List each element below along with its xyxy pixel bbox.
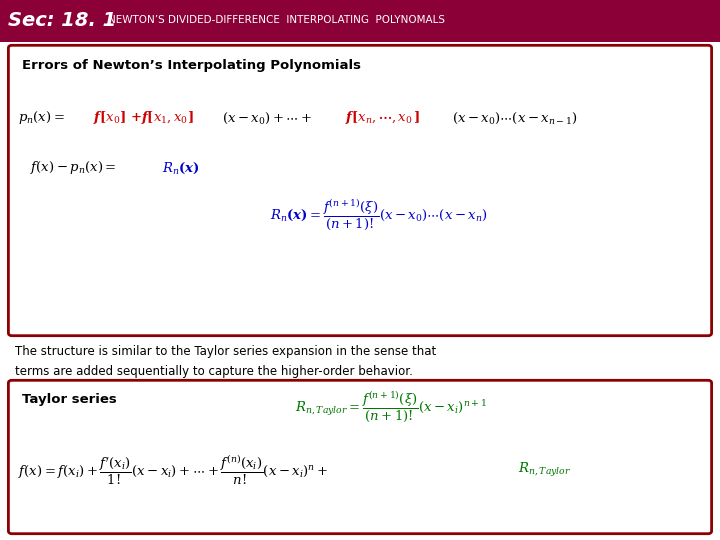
Text: Errors of Newton’s Interpolating Polynomials: Errors of Newton’s Interpolating Polynom… xyxy=(22,58,361,71)
Text: $\boldsymbol{f[x_0]}$: $\boldsymbol{f[x_0]}$ xyxy=(93,110,126,126)
Text: Sec: 18. 1: Sec: 18. 1 xyxy=(8,10,116,30)
Text: $f(x) = f(x_i) + \dfrac{f^{\prime}(x_i)}{1!}(x - x_i) + \cdots + \dfrac{f^{(n)}(: $f(x) = f(x_i) + \dfrac{f^{\prime}(x_i)}… xyxy=(18,454,328,487)
Text: $(x - x_0) \cdots (x - x_{n-1})$: $(x - x_0) \cdots (x - x_{n-1})$ xyxy=(452,110,578,126)
Text: $\boldsymbol{R_n(x)} = \dfrac{f^{(n+1)}(\xi)}{(n+1)!}(x-x_0)\cdots(x-x_n)$: $\boldsymbol{R_n(x)} = \dfrac{f^{(n+1)}(… xyxy=(270,198,487,232)
Text: $(x - x_0) + \cdots +$: $(x - x_0) + \cdots +$ xyxy=(222,110,312,126)
Text: $\boldsymbol{+ f[x_1, x_0]}$: $\boldsymbol{+ f[x_1, x_0]}$ xyxy=(130,110,194,126)
Text: $\boldsymbol{R_{n,Taylor}}$: $\boldsymbol{R_{n,Taylor}}$ xyxy=(518,461,571,479)
Text: Taylor series: Taylor series xyxy=(22,394,117,407)
FancyBboxPatch shape xyxy=(9,380,711,534)
Text: $\boldsymbol{R_{n,Taylor}} = \dfrac{f^{(n+1)}(\xi)}{(n+1)!}(x-x_i)^{n+1}$: $\boldsymbol{R_{n,Taylor}} = \dfrac{f^{(… xyxy=(295,390,487,424)
FancyBboxPatch shape xyxy=(0,0,720,42)
Text: The structure is similar to the Taylor series expansion in the sense that
terms : The structure is similar to the Taylor s… xyxy=(15,345,436,378)
Text: NEWTON’S DIVIDED-DIFFERENCE  INTERPOLATING  POLYNOMALS: NEWTON’S DIVIDED-DIFFERENCE INTERPOLATIN… xyxy=(108,15,445,25)
FancyBboxPatch shape xyxy=(9,45,711,336)
Text: $p_n(x) = $: $p_n(x) = $ xyxy=(18,110,65,126)
Text: $\boldsymbol{R_n(x)}$: $\boldsymbol{R_n(x)}$ xyxy=(162,160,199,176)
Text: $\boldsymbol{f[x_n, \cdots, x_0\,]}$: $\boldsymbol{f[x_n, \cdots, x_0\,]}$ xyxy=(345,110,420,126)
Text: $f(x) - p_n(x) =$: $f(x) - p_n(x) =$ xyxy=(30,159,117,177)
